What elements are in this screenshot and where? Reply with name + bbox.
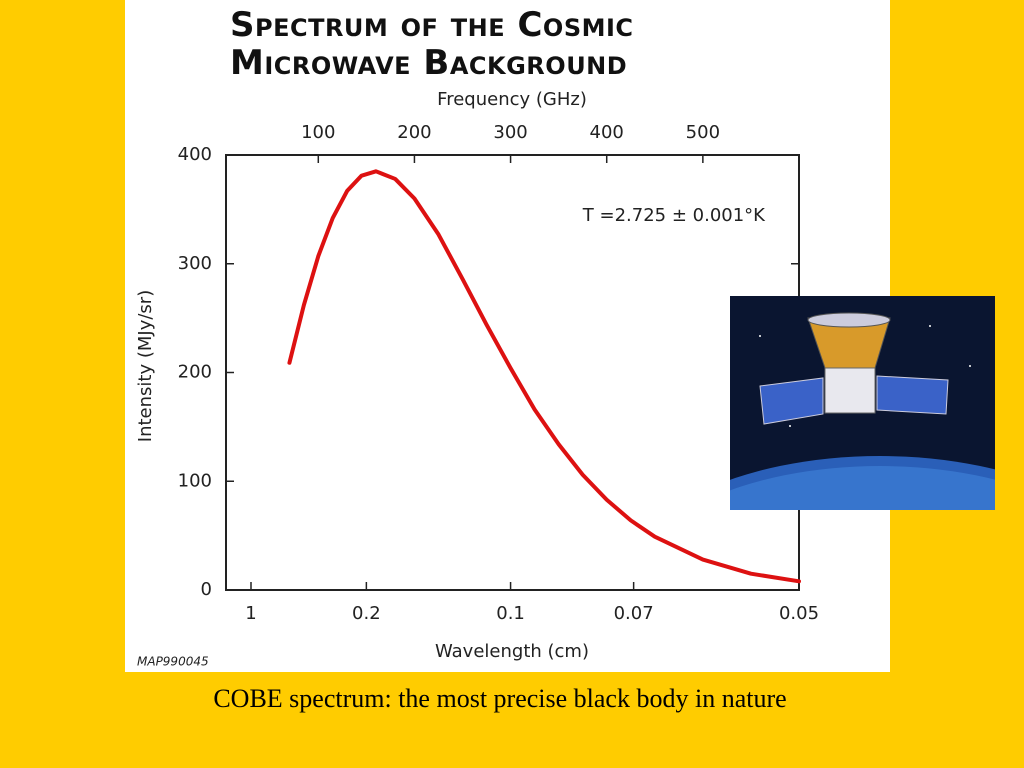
y-tick-label: 300 xyxy=(178,253,212,274)
x-axis-label: Wavelength (cm) xyxy=(435,641,589,662)
figure-code: MAP990045 xyxy=(137,655,209,669)
bottom-tick-label: 1 xyxy=(245,603,256,624)
y-tick-label: 400 xyxy=(178,144,212,165)
top-tick-label: 400 xyxy=(590,122,624,143)
caption: COBE spectrum: the most precise black bo… xyxy=(213,684,787,713)
bottom-tick-label: 0.2 xyxy=(352,603,381,624)
satellite-photo xyxy=(730,296,995,510)
y-tick-label: 0 xyxy=(201,579,212,600)
top-tick-label: 100 xyxy=(301,122,335,143)
bottom-tick-label: 0.07 xyxy=(614,603,654,624)
top-tick-label: 200 xyxy=(397,122,431,143)
bottom-tick-label: 0.05 xyxy=(779,603,819,624)
top-tick-label: 500 xyxy=(686,122,720,143)
y-tick-label: 100 xyxy=(178,470,212,491)
y-tick-label: 200 xyxy=(178,362,212,383)
chart-title: Spectrum of the Cosmic Microwave Backgro… xyxy=(230,5,634,83)
data-line xyxy=(287,169,801,584)
bottom-tick-label: 0.1 xyxy=(496,603,525,624)
top-axis-label: Frequency (GHz) xyxy=(437,89,587,110)
y-axis-label: Intensity (MJy/sr) xyxy=(135,290,156,442)
annotation: T =2.725 ± 0.001°K xyxy=(582,205,766,226)
top-tick-label: 300 xyxy=(493,122,527,143)
